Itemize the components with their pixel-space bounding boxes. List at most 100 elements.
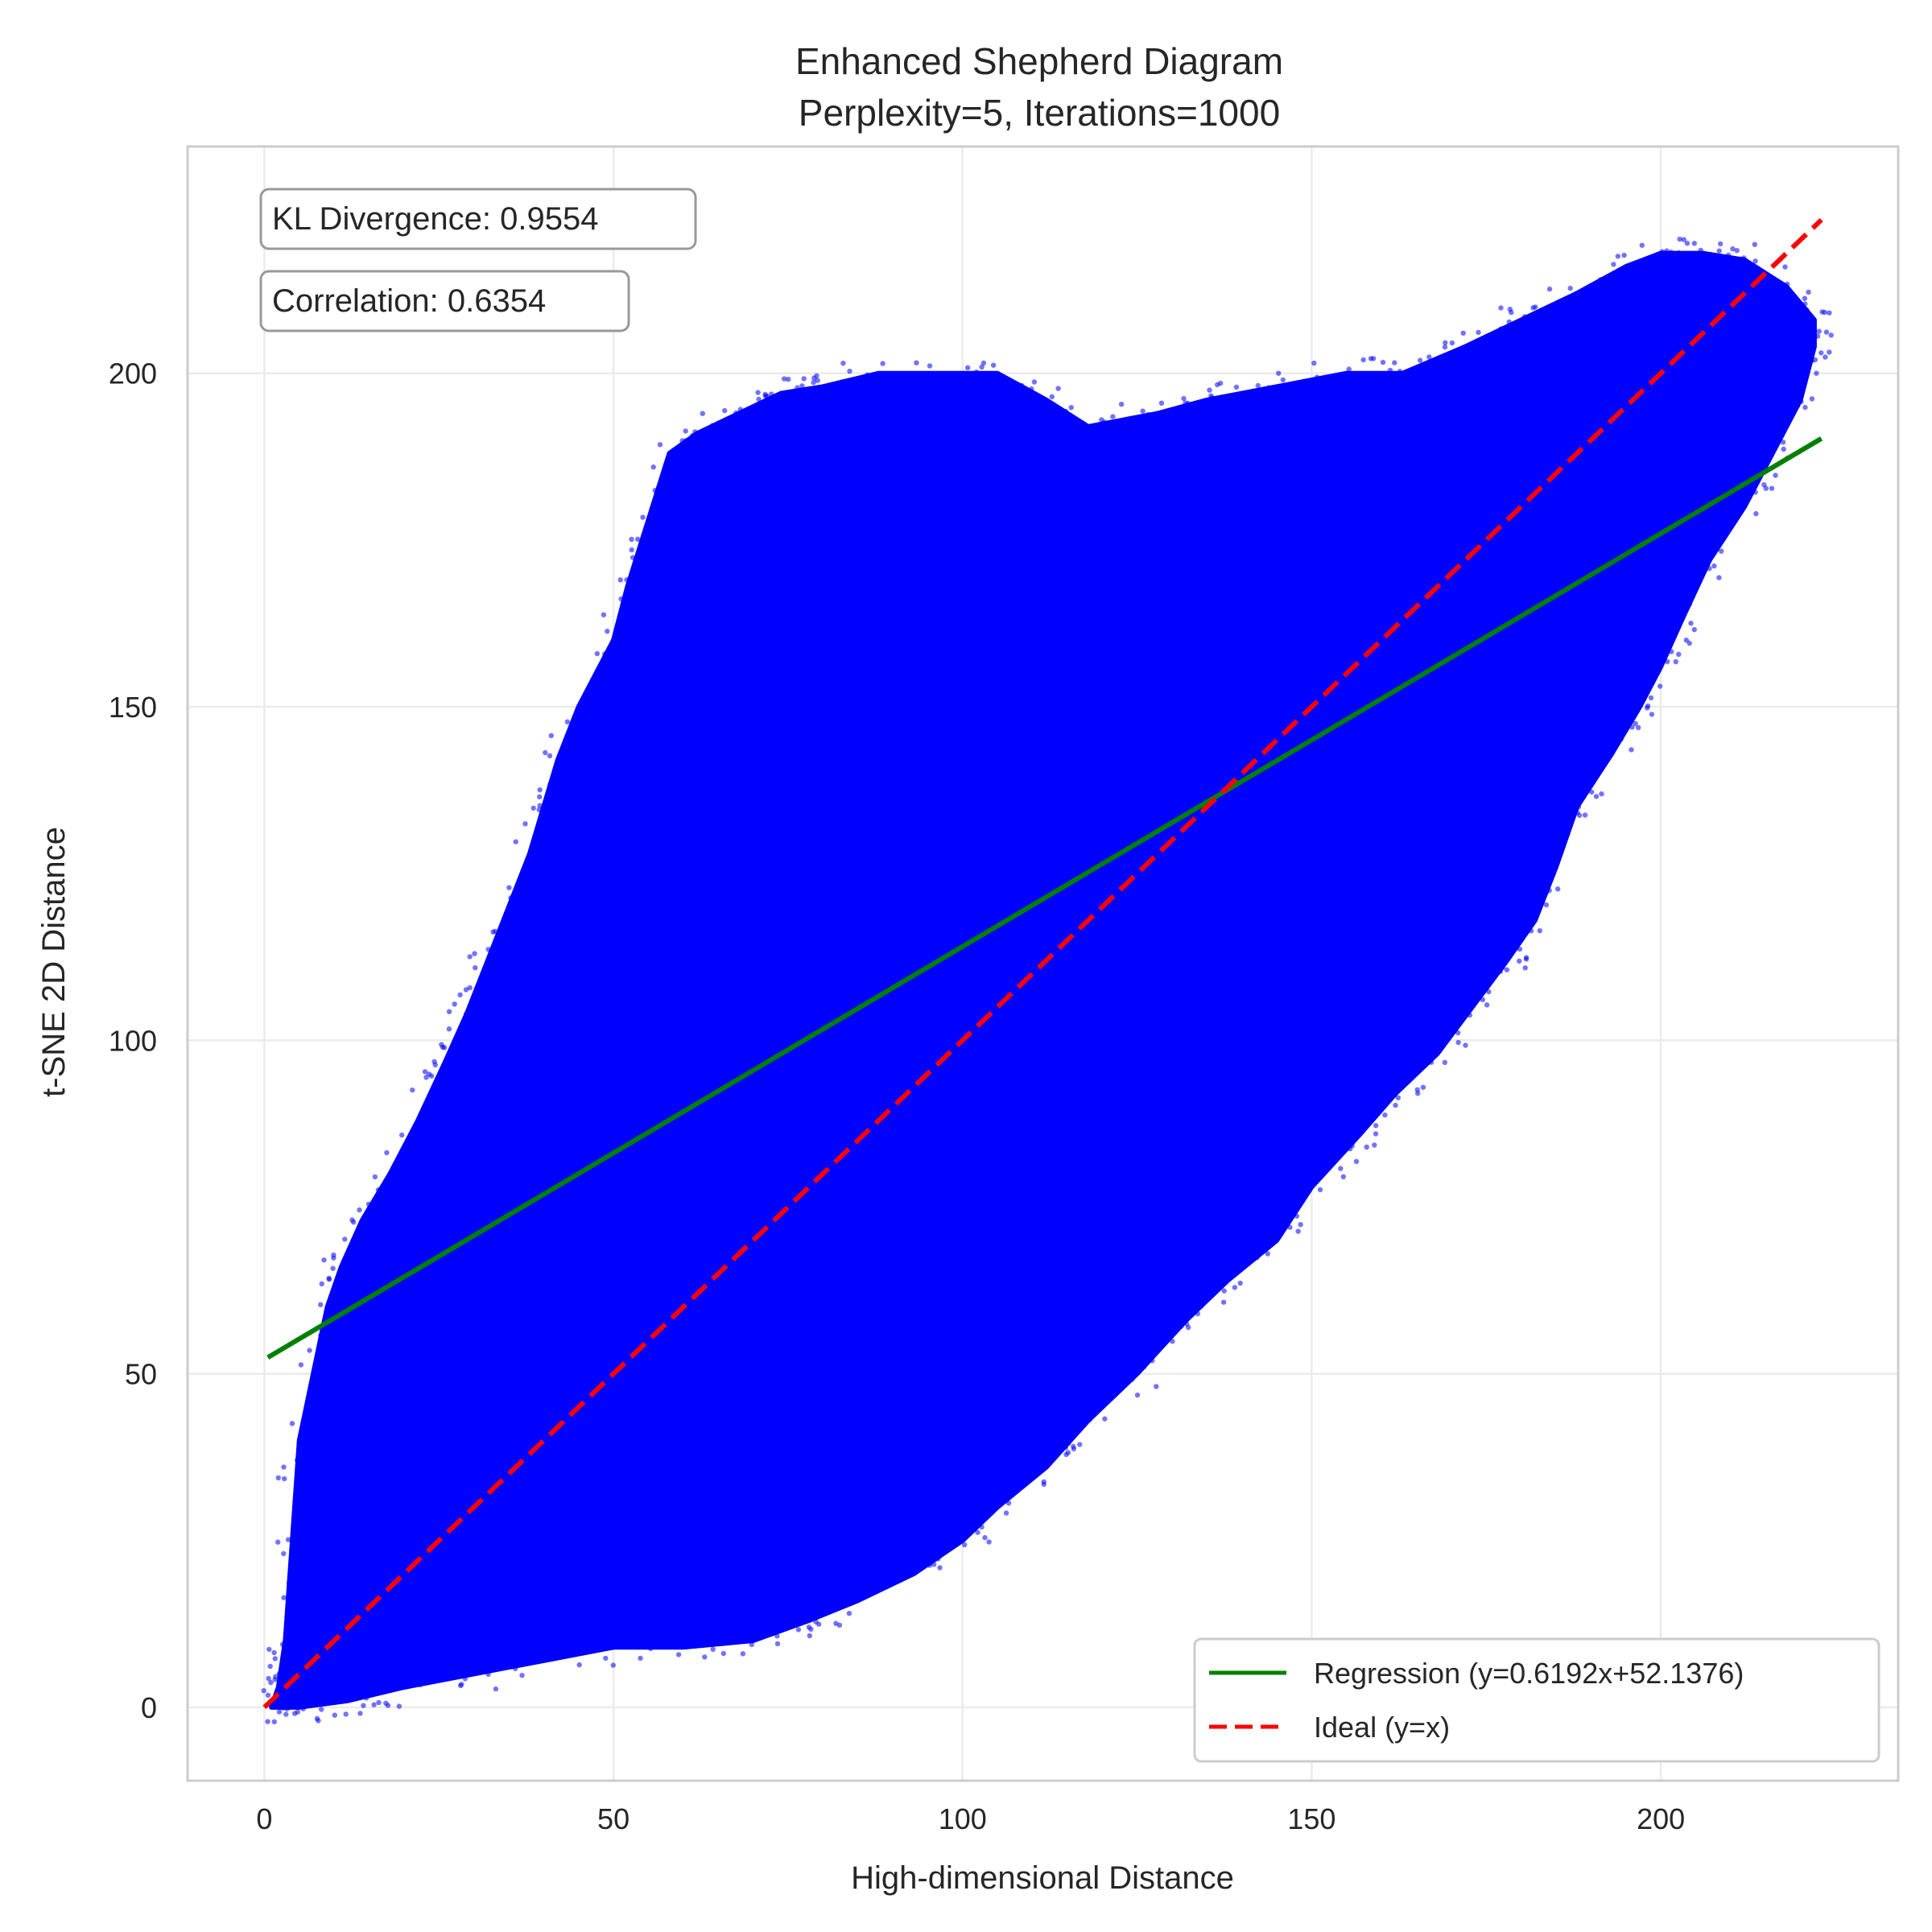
scatter-point: [975, 1530, 980, 1535]
scatter-point: [279, 1689, 284, 1695]
scatter-point: [1774, 280, 1780, 286]
scatter-point: [514, 915, 520, 922]
scatter-point: [844, 1591, 850, 1598]
scatter-point: [1529, 899, 1534, 905]
scatter-point: [287, 1645, 293, 1652]
scatter-point: [1364, 1144, 1369, 1150]
scatter-point: [680, 457, 686, 463]
scatter-point: [604, 679, 610, 684]
scatter-point: [1393, 1102, 1398, 1108]
scatter-point: [1009, 391, 1016, 398]
scatter-point: [964, 365, 971, 370]
y-tick-label: 50: [125, 1358, 157, 1391]
scatter-point: [823, 400, 828, 406]
scatter-point: [287, 1617, 293, 1624]
scatter-point: [847, 369, 852, 374]
scatter-point: [429, 1073, 435, 1079]
scatter-point: [1055, 386, 1061, 391]
scatter-point: [493, 1686, 499, 1692]
scatter-point: [1517, 903, 1523, 909]
scatter-point: [275, 1475, 281, 1481]
scatter-point: [1782, 264, 1788, 270]
scatter-point: [906, 379, 912, 385]
scatter-point: [320, 1411, 326, 1417]
y-axis-label: t-SNE 2D Distance: [36, 827, 72, 1097]
scatter-point: [973, 369, 980, 375]
scatter-point: [1485, 334, 1491, 341]
scatter-point: [1545, 863, 1551, 869]
scatter-point: [452, 1001, 457, 1007]
legend-ideal-label: Ideal (y=x): [1314, 1711, 1450, 1744]
scatter-point: [580, 724, 585, 729]
scatter-point: [1467, 1012, 1473, 1018]
scatter-point: [1792, 305, 1798, 311]
scatter-point: [479, 1657, 485, 1663]
scatter-point: [1195, 1311, 1201, 1317]
scatter-point: [996, 1496, 1001, 1502]
scatter-point: [1036, 405, 1042, 411]
scatter-point: [1357, 371, 1363, 377]
scatter-point: [1360, 357, 1366, 363]
scatter-point: [1220, 1279, 1225, 1285]
scatter-point: [700, 411, 705, 416]
scatter-point: [1752, 258, 1758, 264]
scatter-point: [439, 1042, 444, 1047]
scatter-point: [774, 1633, 780, 1639]
scatter-point: [529, 873, 535, 878]
scatter-point: [286, 1600, 291, 1607]
scatter-point: [1344, 1140, 1350, 1146]
scatter-point: [872, 1580, 877, 1586]
scatter-point: [937, 1565, 943, 1571]
scatter-point: [650, 464, 656, 470]
scatter-point: [1639, 672, 1645, 678]
scatter-point: [602, 664, 609, 671]
scatter-point: [928, 382, 935, 388]
scatter-point: [1806, 320, 1811, 325]
scatter-point: [1727, 516, 1733, 522]
scatter-point: [462, 1033, 468, 1039]
scatter-point: [621, 605, 628, 612]
scatter-point: [769, 413, 775, 419]
scatter-point: [265, 1719, 270, 1724]
scatter-point: [708, 1640, 714, 1646]
scatter-point: [321, 1362, 327, 1368]
scatter-point: [622, 610, 628, 616]
scatter-point: [1295, 1228, 1301, 1234]
scatter-point: [1697, 262, 1703, 268]
scatter-point: [1612, 742, 1617, 748]
scatter-point: [808, 1626, 814, 1633]
scatter-point: [1734, 248, 1740, 254]
scatter-point: [1066, 1440, 1071, 1447]
scatter-point: [1415, 1091, 1421, 1096]
scatter-point: [1063, 1445, 1069, 1451]
scatter-point: [341, 1267, 346, 1273]
scatter-point: [1555, 886, 1561, 892]
scatter-point: [591, 1644, 597, 1649]
scatter-point: [536, 807, 542, 812]
scatter-point: [912, 1565, 918, 1571]
scatter-point: [1522, 965, 1528, 971]
scatter-point: [523, 880, 530, 886]
scatter-point: [1715, 508, 1721, 514]
scatter-point: [677, 453, 683, 459]
scatter-point: [1179, 1323, 1184, 1329]
scatter-point: [692, 429, 698, 435]
scatter-point: [1655, 653, 1661, 658]
scatter-point: [547, 812, 553, 819]
scatter-point: [469, 1658, 474, 1664]
scatter-point: [811, 375, 817, 381]
scatter-point: [353, 1237, 360, 1244]
scatter-point: [811, 379, 816, 386]
scatter-point: [282, 1476, 287, 1482]
scatter-point: [1158, 400, 1165, 406]
scatter-point: [1714, 514, 1720, 520]
scatter-point: [1802, 301, 1808, 307]
scatter-point: [320, 1407, 325, 1413]
scatter-point: [319, 1281, 324, 1287]
scatter-point: [1498, 305, 1504, 311]
scatter-point: [720, 1650, 726, 1657]
scatter-point: [786, 377, 791, 382]
scatter-point: [755, 390, 761, 395]
scatter-point: [1686, 601, 1692, 607]
scatter-point: [1686, 640, 1692, 646]
